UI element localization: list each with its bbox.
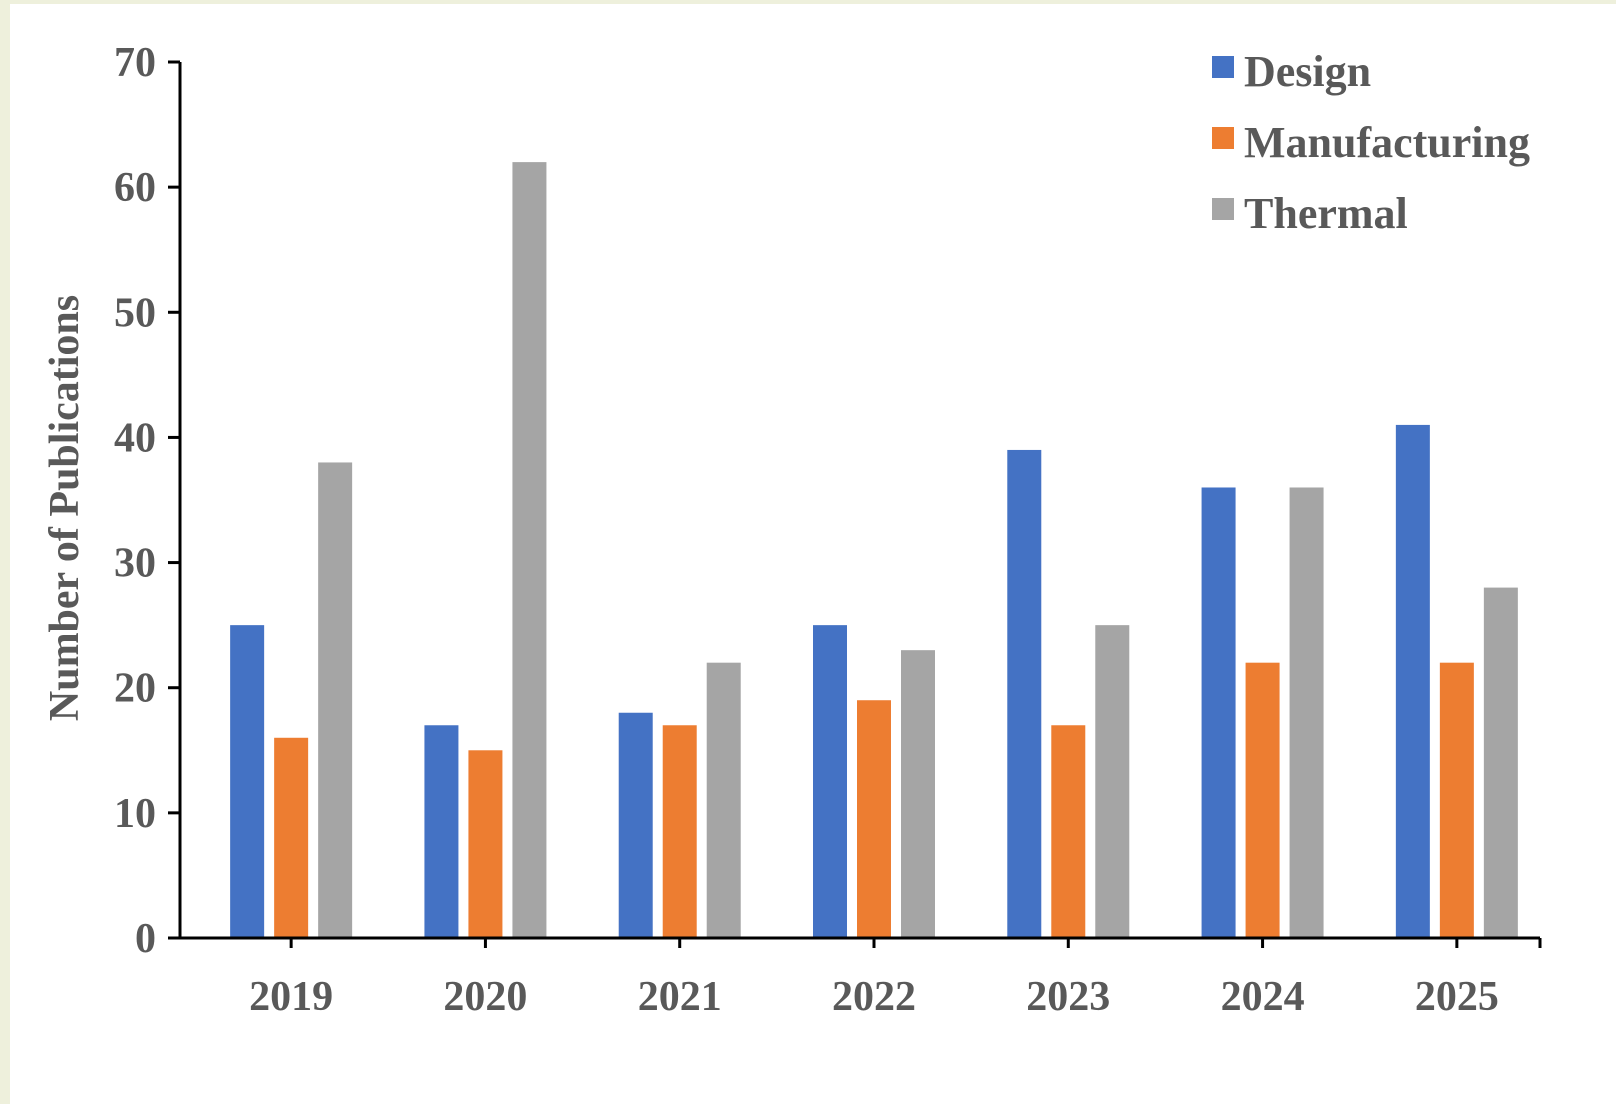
bar-manufacturing-2024 bbox=[1245, 662, 1280, 938]
x-tick-label: 2024 bbox=[1221, 974, 1305, 1020]
bar-thermal-2025 bbox=[1483, 587, 1518, 938]
bar-design-2019 bbox=[230, 625, 265, 938]
bar-thermal-2020 bbox=[512, 162, 547, 939]
legend-label-design: Design bbox=[1244, 47, 1371, 96]
axes-layer bbox=[168, 62, 1540, 940]
bar-design-2021 bbox=[618, 712, 653, 938]
bar-thermal-2024 bbox=[1289, 487, 1324, 938]
bar-manufacturing-2021 bbox=[662, 725, 697, 938]
y-tick-label: 20 bbox=[114, 666, 156, 712]
bar-thermal-2019 bbox=[318, 462, 353, 938]
chart-frame: 0 10 20 30 40 50 60 70 2019 2020 2021 2022 2023 2024 2… bbox=[10, 4, 1616, 1104]
y-tick-label: 0 bbox=[135, 916, 156, 962]
legend: Design Manufacturing Thermal bbox=[1212, 47, 1530, 238]
x-tick-label: 2020 bbox=[443, 974, 527, 1020]
ticks-layer: 0 10 20 30 40 50 60 70 2019 2020 2021 2022 2023 2024 2… bbox=[114, 40, 1542, 1020]
legend-label-thermal: Thermal bbox=[1244, 189, 1408, 238]
y-tick-label: 40 bbox=[114, 415, 156, 461]
y-tick-label: 60 bbox=[114, 165, 156, 211]
bar-manufacturing-2023 bbox=[1051, 725, 1086, 938]
bar-design-2025 bbox=[1395, 424, 1430, 938]
legend-swatch-thermal bbox=[1212, 198, 1234, 220]
y-tick-label: 10 bbox=[114, 791, 156, 837]
bar-manufacturing-2020 bbox=[468, 750, 503, 938]
bar-thermal-2022 bbox=[901, 650, 935, 938]
legend-label-manufacturing: Manufacturing bbox=[1244, 118, 1530, 167]
x-tick-label: 2023 bbox=[1026, 974, 1110, 1020]
x-tick-label: 2022 bbox=[832, 974, 916, 1020]
legend-swatch-manufacturing bbox=[1212, 127, 1234, 149]
bar-manufacturing-2019 bbox=[274, 737, 309, 938]
bars-layer bbox=[230, 162, 1518, 939]
y-tick-label: 30 bbox=[114, 541, 156, 587]
bar-thermal-2021 bbox=[706, 662, 741, 938]
bar-design-2024 bbox=[1201, 487, 1236, 938]
y-tick-label: 70 bbox=[114, 40, 156, 86]
y-axis-title: Number of Publications bbox=[42, 295, 88, 721]
bar-manufacturing-2022 bbox=[857, 700, 891, 938]
x-tick-label: 2021 bbox=[638, 974, 722, 1020]
x-tick-label: 2025 bbox=[1415, 974, 1499, 1020]
bar-design-2023 bbox=[1007, 449, 1042, 938]
bar-chart: 0 10 20 30 40 50 60 70 2019 2020 2021 2022 2023 2024 2… bbox=[42, 40, 1542, 1020]
legend-swatch-design bbox=[1212, 56, 1234, 78]
bar-design-2020 bbox=[424, 725, 459, 938]
bar-design-2022 bbox=[813, 625, 847, 938]
y-tick-label: 50 bbox=[114, 290, 156, 336]
bar-manufacturing-2025 bbox=[1439, 662, 1474, 938]
bar-thermal-2023 bbox=[1095, 625, 1130, 938]
x-tick-label: 2019 bbox=[249, 974, 333, 1020]
